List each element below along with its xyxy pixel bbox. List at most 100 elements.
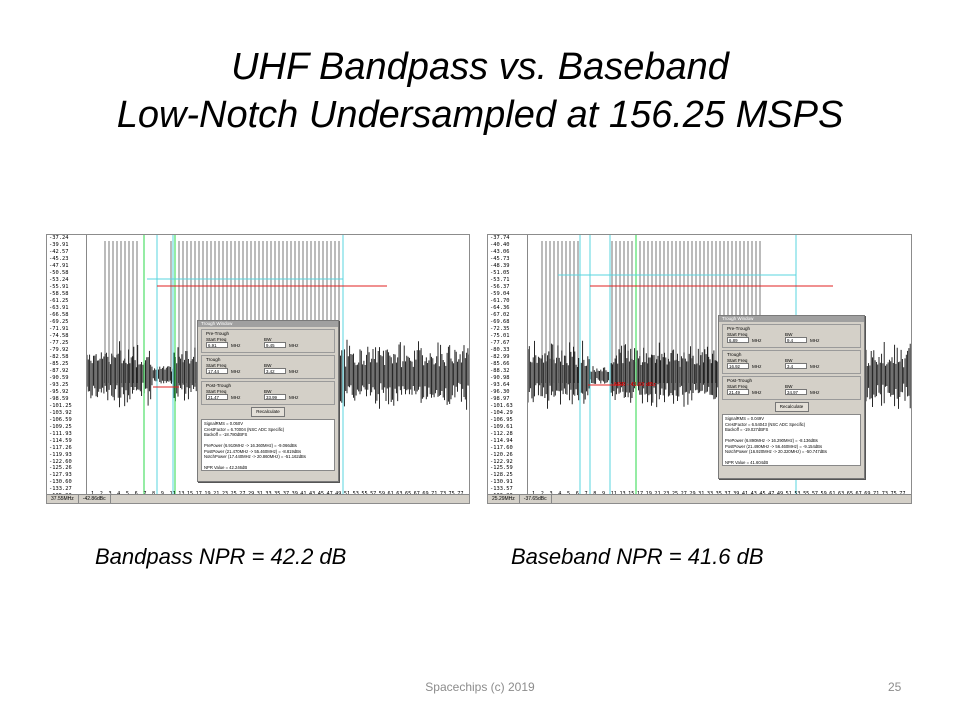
y-tick-label: -125.59 — [490, 465, 513, 472]
y-tick-label: -96.30 — [490, 388, 510, 395]
result-line: Backoff = -19.027dBFS — [725, 427, 769, 432]
unit-label: MHz — [231, 343, 241, 348]
baseband-npr-caption: Baseband NPR = 41.6 dB — [511, 544, 764, 569]
bw-label: BW — [785, 358, 793, 363]
y-tick-label: -64.36 — [490, 304, 510, 311]
unit-label: MHz — [289, 343, 299, 348]
result-line: PostPower (21.490MHz -> 56.460MHz) = -9.… — [725, 443, 823, 449]
npr-marker-label: NPR - 41.60 dBz — [614, 382, 656, 388]
result-line: NPR Value = 42.246dB — [204, 465, 248, 470]
y-tick-label: -88.32 — [490, 367, 510, 374]
y-tick-label: -77.67 — [490, 339, 510, 346]
y-tick-label: -37.74 — [490, 235, 510, 241]
status-level: -37.65dBc — [520, 495, 552, 503]
y-tick-label: -59.04 — [490, 290, 510, 297]
pre-trough-group: Pre-Trough Start Freq BW 6.89 MHz 9.4 MH… — [722, 324, 861, 348]
trough-group: Trough Start Freq BW 16.92 MHz 3.4 MHz — [722, 350, 861, 374]
recalculate-button[interactable]: Recalculate — [774, 402, 809, 412]
unit-label: MHz — [289, 395, 299, 400]
result-line: Backoff = -18.780dBFS — [204, 432, 248, 437]
status-frequency: 25.29MHz — [488, 495, 520, 503]
start-freq-input[interactable]: 21.49 — [727, 389, 749, 395]
start-freq-input[interactable]: 6.89 — [727, 337, 749, 343]
y-tick-label: -114.94 — [490, 437, 513, 444]
y-tick-label: -109.25 — [49, 423, 72, 430]
group-label: Trough — [727, 352, 742, 357]
bw-input[interactable]: 33.99 — [264, 394, 286, 400]
y-tick-label: -98.97 — [490, 395, 510, 402]
dialog-title: Trough Window — [719, 316, 864, 322]
y-tick-label: -101.63 — [490, 402, 513, 409]
y-tick-label: -69.68 — [490, 318, 510, 325]
y-tick-label: -117.26 — [49, 444, 72, 451]
y-tick-label: -85.25 — [49, 360, 69, 367]
result-line: CrestFactor = 6.54043 (NSC ADC Specific) — [725, 421, 806, 427]
y-tick-label: -47.91 — [49, 262, 69, 269]
recalculate-button[interactable]: Recalculate — [251, 407, 285, 417]
unit-label: MHz — [231, 395, 241, 400]
y-tick-label: -90.98 — [490, 374, 510, 381]
bw-input[interactable]: 3.4 — [785, 363, 807, 369]
y-tick-label: -55.91 — [49, 283, 69, 290]
y-tick-label: -117.60 — [490, 444, 513, 451]
unit-label: MHz — [231, 369, 241, 374]
y-tick-label: -37.24 — [49, 235, 69, 241]
y-tick-label: -112.28 — [490, 430, 513, 437]
y-tick-label: -120.26 — [490, 451, 513, 458]
y-tick-label: -43.06 — [490, 248, 510, 255]
y-tick-label: -53.24 — [49, 276, 69, 283]
bw-input[interactable]: 9.4 — [785, 337, 807, 343]
slide-title-line1: UHF Bandpass vs. Baseband — [231, 46, 729, 88]
result-line: PrePower (6.910MHz -> 16.360MHz) = -9.06… — [204, 443, 297, 448]
result-line: NotchPower (17.440MHz -> 20.860MHz) = -5… — [204, 454, 306, 459]
result-line: NotchPower (16.920MHz -> 20.320MHz) = -5… — [725, 449, 827, 454]
bw-input[interactable]: 9.45 — [264, 342, 286, 348]
start-freq-label: Start Freq — [727, 384, 748, 389]
start-freq-input[interactable]: 16.92 — [727, 363, 749, 369]
start-freq-label: Start Freq — [206, 363, 227, 368]
y-tick-label: -53.71 — [490, 276, 510, 283]
result-line: PrePower (6.890MHz -> 16.290MHz) = -8.13… — [725, 438, 818, 443]
y-tick-label: -75.01 — [490, 332, 510, 339]
pre-trough-group: Pre-Trough Start Freq BW 6.91 MHz 9.45 M… — [201, 329, 335, 353]
result-line: CrestFactor = 6.70004 (NSC ADC Specific) — [204, 426, 285, 432]
y-tick-label: -82.58 — [49, 353, 69, 360]
result-line: PostPower (21.470MHz -> 55.460MHz) = -8.… — [204, 448, 302, 454]
y-tick-label: -87.92 — [49, 367, 69, 374]
y-tick-label: -71.91 — [49, 325, 69, 332]
footer-text: Spacechips (c) 2019 — [425, 680, 535, 694]
y-tick-label: -48.39 — [490, 262, 510, 269]
y-tick-label: -127.93 — [49, 472, 72, 479]
start-freq-input[interactable]: 21.47 — [206, 394, 228, 400]
y-tick-label: -82.99 — [490, 353, 510, 360]
y-tick-label: -130.91 — [490, 479, 513, 486]
y-tick-label: -40.40 — [490, 241, 510, 248]
bw-input[interactable]: 3.42 — [264, 368, 286, 374]
y-tick-label: -128.25 — [490, 472, 513, 479]
y-tick-label: -61.70 — [490, 297, 510, 304]
y-tick-label: -50.58 — [49, 269, 69, 276]
bw-label: BW — [264, 389, 272, 394]
y-tick-label: -109.61 — [490, 423, 513, 430]
post-trough-group: Post-Trough Start Freq BW 21.47 MHz 33.9… — [201, 381, 335, 405]
y-tick-label: -74.58 — [49, 332, 69, 339]
start-freq-input[interactable]: 6.91 — [206, 342, 228, 348]
unit-label: MHz — [752, 364, 762, 369]
bandpass-spectrum-window: -37.24 -39.91 -42.57 -45.23 -47.91 -50.58 -53.… — [46, 234, 470, 504]
dialog-title: Trough Window — [198, 321, 338, 327]
start-freq-label: Start Freq — [727, 332, 748, 337]
page-number: 25 — [888, 680, 902, 694]
y-tick-label: -133.57 — [490, 486, 513, 493]
y-tick-label: -72.35 — [490, 325, 510, 332]
y-tick-label: -39.91 — [49, 241, 69, 248]
y-tick-label: -125.26 — [49, 465, 72, 472]
y-tick-label: -106.59 — [49, 416, 72, 423]
y-axis: -37.74 -40.40 -43.06 -45.73 -48.39 -51.05 -53.… — [488, 235, 528, 503]
y-tick-label: -111.93 — [49, 430, 72, 437]
bw-input[interactable]: 34.97 — [785, 389, 807, 395]
status-bar: 25.29MHz -37.65dBc — [488, 494, 911, 503]
start-freq-input[interactable]: 17.44 — [206, 368, 228, 374]
result-line: SignalRMS = 0.050V — [204, 421, 243, 426]
bw-label: BW — [785, 384, 793, 389]
y-tick-label: -133.27 — [49, 486, 72, 493]
